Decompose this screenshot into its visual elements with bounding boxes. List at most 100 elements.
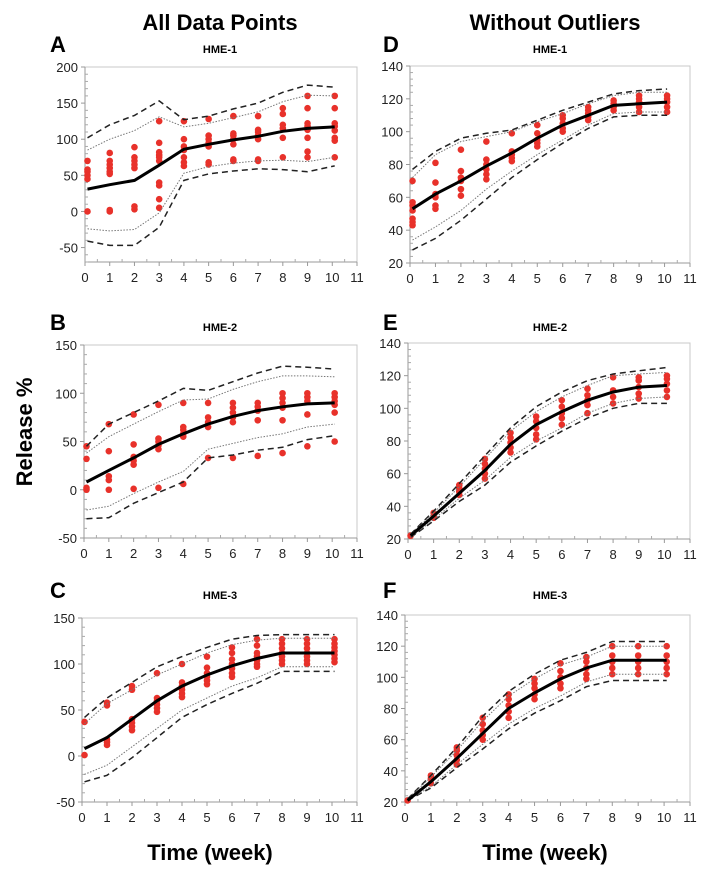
observed-point (230, 112, 237, 120)
observed-point (81, 718, 88, 726)
observed-point (610, 97, 617, 104)
y-tick-label: 140 (376, 608, 398, 623)
observed-point (303, 640, 311, 648)
observed-point (505, 714, 512, 722)
observed-point (331, 104, 339, 112)
x-tick-label: 3 (155, 546, 162, 561)
observed-point (254, 416, 262, 424)
x-tick-label: 1 (430, 547, 437, 562)
x-tick-label: 8 (609, 547, 616, 562)
observed-point (304, 153, 311, 161)
observed-point (663, 103, 671, 111)
inner-upper-bound-line (87, 94, 335, 151)
outer-lower-bound-line (86, 434, 335, 520)
observed-point (155, 139, 163, 147)
y-axis-label: Release % (12, 378, 37, 487)
observed-point (228, 644, 236, 651)
x-tick-label: 7 (584, 547, 591, 562)
observed-point (483, 138, 490, 145)
observed-point (279, 449, 286, 457)
outer-upper-bound-line (407, 640, 667, 800)
median-line (85, 401, 335, 484)
x-tick-label: 0 (81, 270, 88, 285)
x-tick-label: 2 (457, 271, 464, 286)
observed-point (106, 206, 114, 214)
x-tick-label: 1 (105, 546, 112, 561)
observed-point (204, 399, 212, 407)
y-tick-label: 100 (55, 386, 77, 401)
observed-point (608, 652, 616, 659)
x-tick-label: 5 (533, 547, 540, 562)
observed-point (584, 391, 591, 399)
outer-upper-bound-line (87, 84, 335, 139)
observed-point (634, 664, 642, 672)
plot-frame (407, 342, 691, 540)
observed-point (532, 413, 540, 420)
y-tick-label: 60 (389, 190, 403, 205)
median-line (87, 125, 335, 191)
observed-point (557, 684, 564, 692)
y-tick-label: 40 (387, 499, 401, 514)
observed-point (304, 120, 311, 127)
observed-point (278, 635, 286, 643)
y-tick-label: 80 (387, 434, 401, 449)
observed-point (155, 179, 163, 186)
y-tick-label: 20 (384, 795, 398, 810)
x-tick-label: 11 (350, 546, 364, 561)
median-line (406, 658, 667, 802)
median-line (83, 651, 335, 750)
x-tick-label: 4 (180, 546, 187, 561)
x-tick-label: 10 (325, 810, 339, 825)
observed-point (507, 449, 514, 456)
inner-upper-bound-line (86, 375, 335, 454)
x-tick-label: 10 (657, 271, 671, 286)
observed-point (205, 132, 212, 139)
observed-point (331, 409, 338, 416)
observed-point (635, 390, 643, 397)
observed-point (228, 649, 236, 657)
observed-point (230, 156, 237, 163)
observed-point (304, 443, 311, 450)
observed-point (331, 438, 338, 445)
x-tick-label: 5 (205, 270, 212, 285)
y-tick-label: 0 (68, 749, 75, 764)
observed-point (155, 435, 162, 442)
x-tick-label: 8 (279, 546, 286, 561)
median-line (411, 100, 668, 211)
observed-point (229, 454, 237, 462)
observed-point (130, 411, 137, 418)
x-tick-label: 7 (585, 271, 592, 286)
observed-point (230, 140, 237, 148)
observed-point (457, 192, 465, 199)
column-header-without-outliers: Without Outliers (470, 10, 641, 35)
inner-lower-bound-line (84, 666, 335, 775)
observed-point (84, 208, 91, 215)
y-tick-label: 0 (71, 204, 78, 219)
observed-point (230, 130, 237, 137)
observed-point (432, 179, 439, 186)
observed-point (228, 669, 236, 677)
y-tick-label: 150 (53, 611, 75, 626)
observed-point (205, 159, 212, 166)
x-tick-label: 9 (635, 810, 642, 825)
observed-point (131, 143, 138, 151)
x-tick-label: 3 (481, 547, 488, 562)
observed-point (583, 658, 590, 666)
outer-lower-bound-line (407, 679, 667, 802)
x-tick-label: 6 (229, 546, 236, 561)
x-tick-label: 5 (204, 546, 211, 561)
observed-point (663, 372, 671, 379)
observed-point (279, 394, 286, 402)
observed-point (483, 171, 490, 178)
panel-E: E HME-2 20 40 60 80 100 120 140 0 1 2 3 4 5 6 7 8 9 10 11 (379, 310, 696, 562)
observed-point (331, 153, 339, 161)
x-tick-label: 2 (453, 810, 460, 825)
median-line (409, 384, 667, 537)
inner-upper-bound-line (412, 91, 668, 178)
observed-point (531, 684, 538, 692)
x-tick-label: 10 (325, 270, 339, 285)
observed-point (331, 134, 339, 142)
observed-point (128, 682, 136, 690)
inner-upper-bound-line (407, 645, 667, 800)
